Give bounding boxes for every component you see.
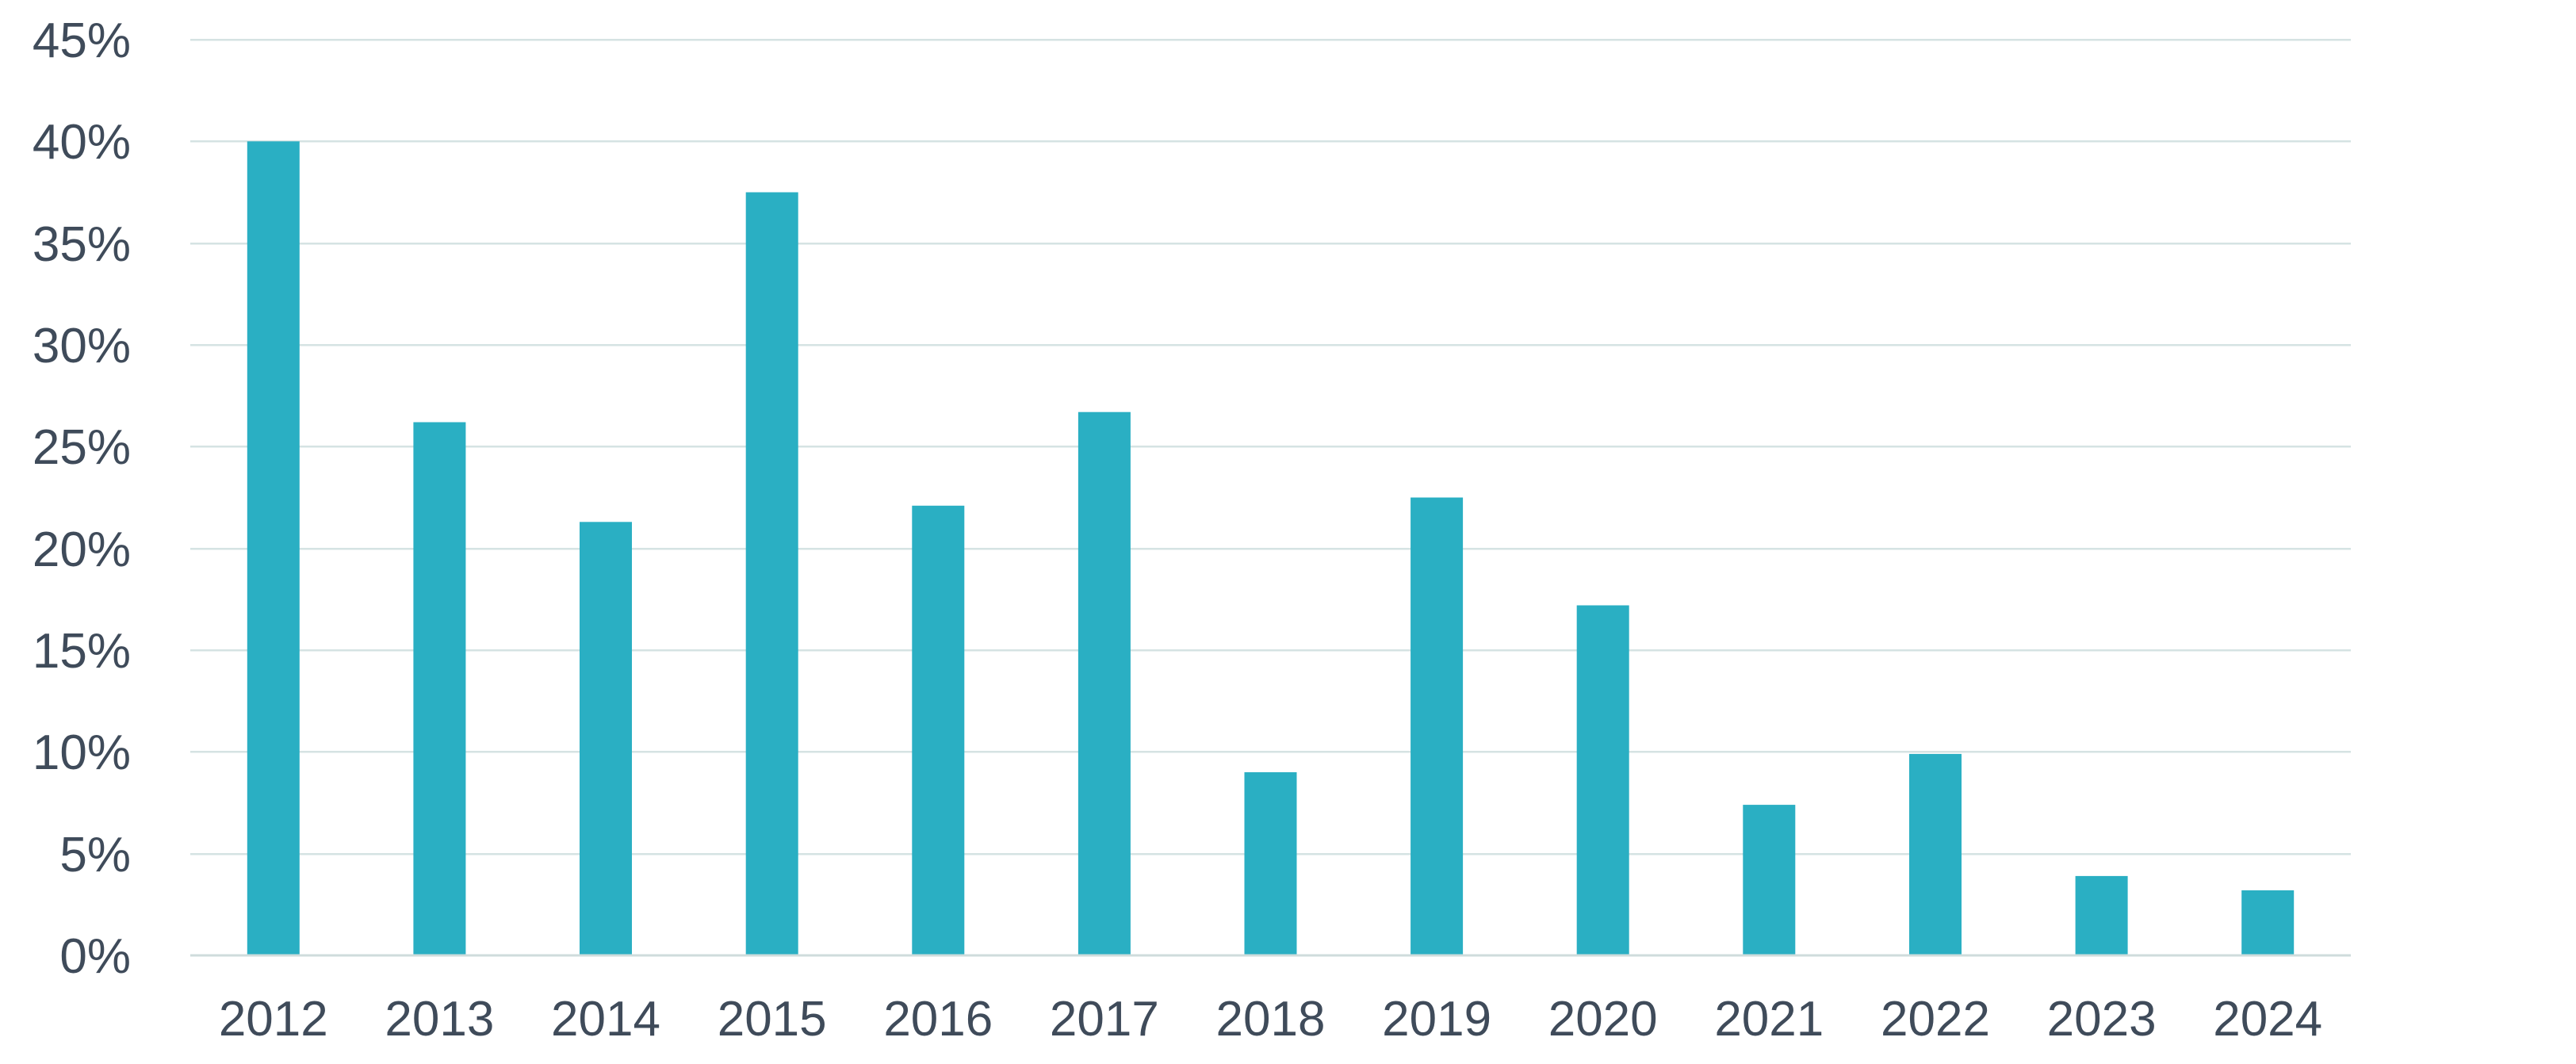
y-tick-label: 35%	[33, 217, 131, 272]
x-tick-label-2015: 2015	[718, 992, 827, 1047]
x-tick-label-2013: 2013	[385, 992, 494, 1047]
x-tick-label-2020: 2020	[1548, 992, 1658, 1047]
x-tick-label-2019: 2019	[1382, 992, 1491, 1047]
x-tick-label-2022: 2022	[1881, 992, 1990, 1047]
bar-2014	[580, 522, 632, 955]
x-tick-label-2012: 2012	[219, 992, 328, 1047]
y-tick-label: 15%	[33, 624, 131, 679]
gridlines	[190, 38, 2351, 957]
bar-2012	[247, 141, 300, 955]
bar-2019	[1410, 497, 1464, 955]
x-tick-label-2021: 2021	[1714, 992, 1824, 1047]
y-tick-label: 45%	[33, 13, 131, 68]
bar-2024	[2241, 890, 2295, 955]
bar-2013	[413, 422, 466, 955]
bars	[190, 141, 2351, 957]
y-tick-label: 10%	[33, 725, 131, 780]
x-tick-label-2024: 2024	[2213, 992, 2322, 1047]
x-tick-label-2018: 2018	[1216, 992, 1326, 1047]
bar-2018	[1244, 772, 1297, 955]
x-tick-label-2016: 2016	[883, 992, 993, 1047]
x-axis-tick-labels: 2012 2013 2014 2015 2016 2017 2018 2019 2020 2021…	[219, 992, 2322, 1047]
y-tick-label: 20%	[33, 522, 131, 577]
bar-2017	[1077, 411, 1131, 955]
x-tick-label-2014: 2014	[551, 992, 660, 1047]
y-tick-label: 25%	[33, 420, 131, 475]
bar-2021	[1743, 805, 1796, 955]
y-tick-label: 0%	[59, 929, 131, 984]
x-tick-label-2023: 2023	[2047, 992, 2157, 1047]
y-tick-label: 5%	[59, 828, 131, 882]
bar-2023	[2075, 875, 2128, 955]
y-tick-label: 40%	[33, 115, 131, 170]
y-axis-tick-labels: 0% 5% 10% 15% 20% 25% 30% 35% 40% 45%	[33, 13, 131, 984]
bar-2016	[912, 505, 965, 955]
x-tick-label-2017: 2017	[1050, 992, 1159, 1047]
bar-2015	[745, 192, 798, 955]
bar-2020	[1576, 605, 1629, 955]
y-tick-label: 30%	[33, 319, 131, 373]
bar-2022	[1909, 753, 1962, 955]
